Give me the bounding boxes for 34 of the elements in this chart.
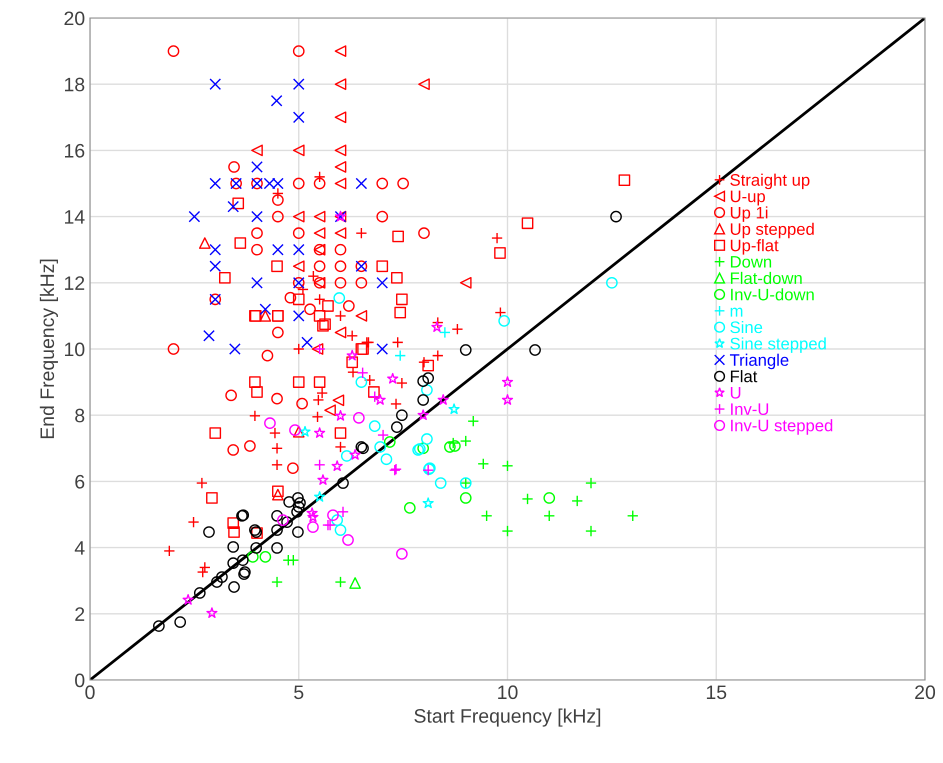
legend-label: Sine stepped [730,337,826,353]
legend-label: U [730,387,740,399]
legend-label: Flat [730,370,758,382]
legend-label: Inv-U-down [731,288,814,300]
legend-label: Up stepped [730,222,814,238]
x-tick-label: 5 [294,686,304,700]
x-axis-title: Start Frequency [kHz] [414,708,600,727]
legend-label: Inv-U stepped [731,419,832,435]
x-tick-label: 15 [706,686,726,700]
x-tick-label: 10 [498,685,518,700]
y-tick-label: 8 [75,408,84,422]
y-tick-label: 0 [75,673,84,688]
legend-label: Sine [730,320,762,334]
x-tick-label: 20 [915,685,936,700]
legend-label: m [730,308,742,317]
y-tick-label: 18 [64,78,84,92]
y-axis-title: End Frequency [kHz] [40,260,58,438]
legend-label: Straight up [730,174,810,190]
legend-label: U-up [730,190,765,206]
y-tick-label: 12 [64,276,84,290]
y-tick-label: 2 [75,607,84,621]
legend-label: Up 1i [730,206,768,222]
x-tick-label: 0 [85,685,95,700]
y-tick-label: 14 [64,210,85,224]
legend-label: Flat-down [730,272,802,284]
y-tick-label: 16 [64,144,84,158]
legend-label: Inv-U [731,403,768,416]
legend-label: Triangle [730,354,788,370]
legend-label: Up-flat [730,239,779,255]
y-tick-label: 6 [75,474,84,489]
legend-label: Down [730,256,772,268]
y-tick-label: 4 [74,541,85,555]
y-tick-label: 10 [64,342,84,356]
y-tick-label: 20 [64,11,84,26]
